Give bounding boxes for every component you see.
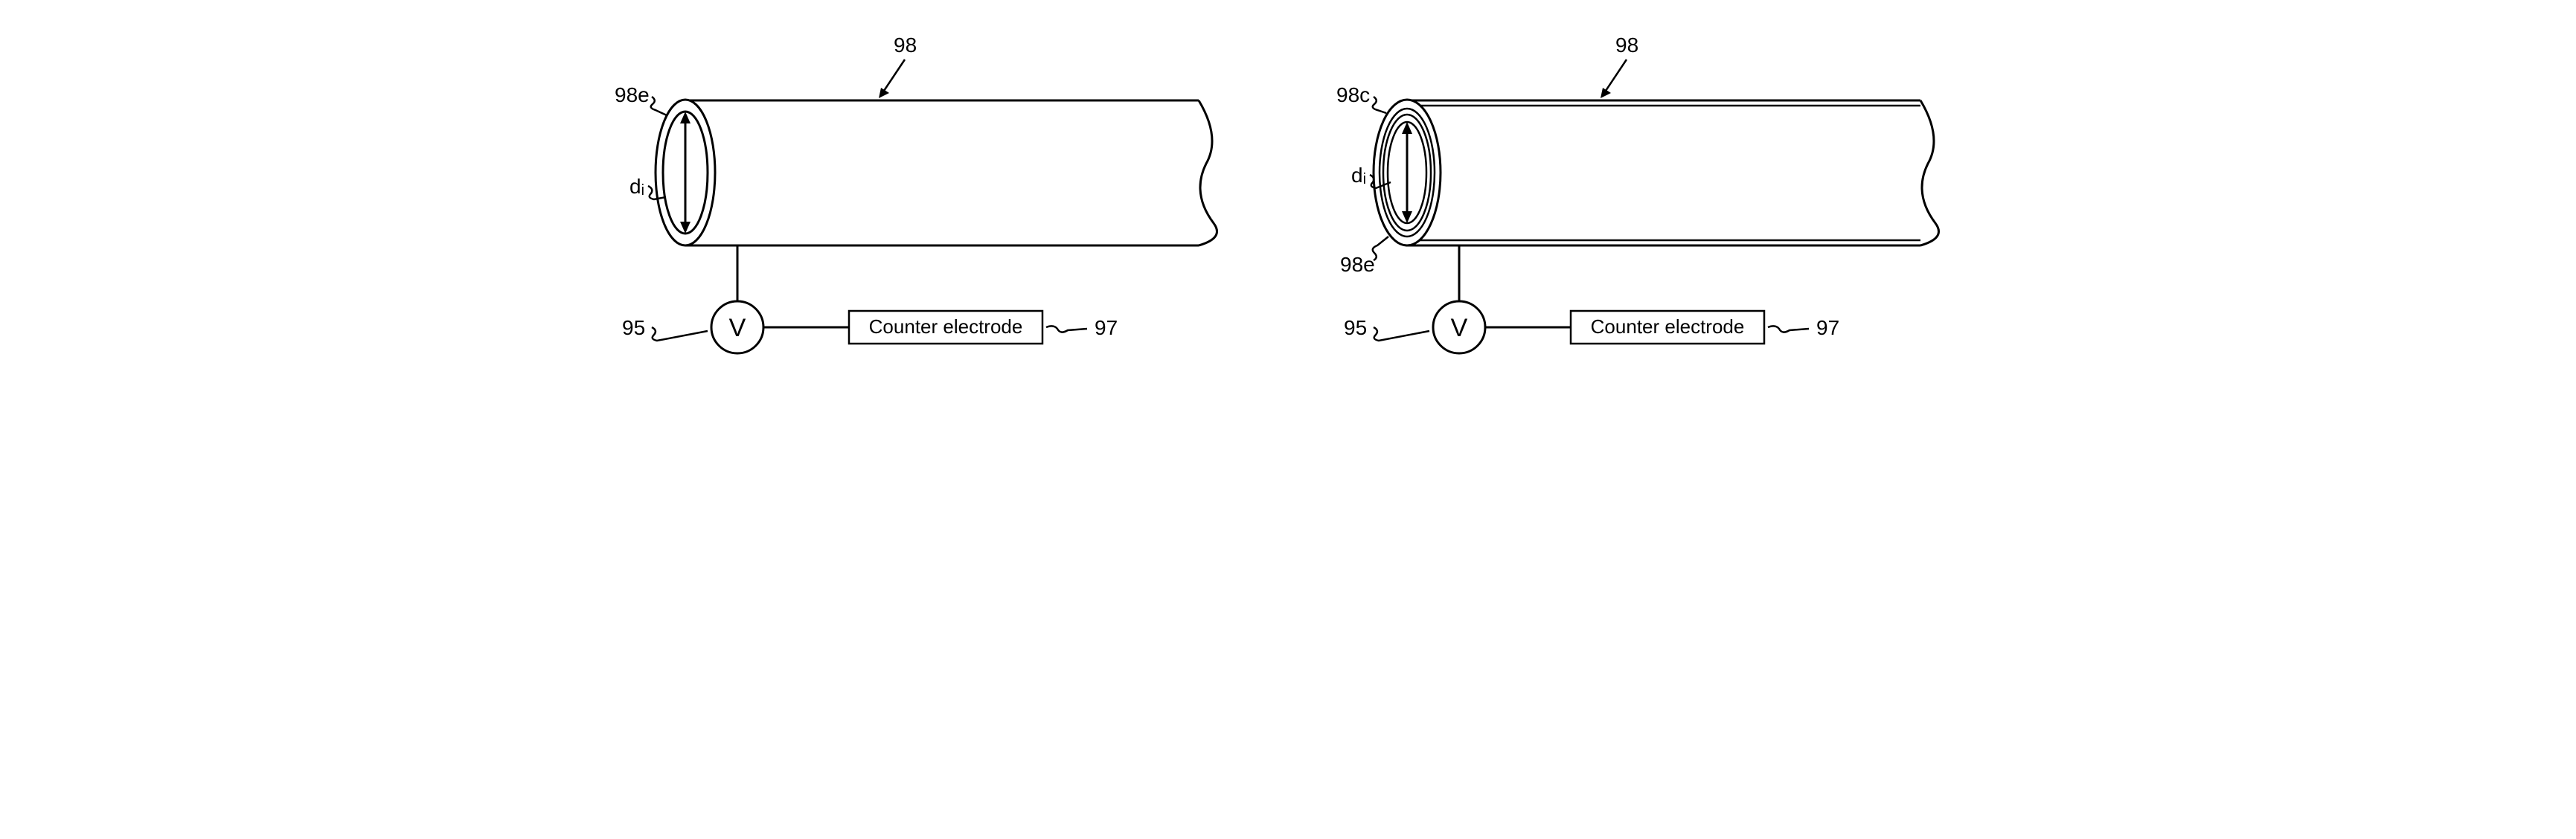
voltage-symbol: V (1451, 314, 1468, 342)
ref-95-label: 95 (622, 316, 645, 340)
left-svg: V Counter electrode (611, 30, 1243, 402)
ref-98-label: 98 (894, 33, 917, 57)
counter-electrode-label: Counter electrode (1591, 315, 1745, 338)
right-diagram: V Counter electrode 98 98c 98e dᵢ 95 97 (1333, 30, 1965, 402)
diagram-container: V Counter electrode 98 98e dᵢ 95 97 (30, 30, 2546, 402)
ref-95-label: 95 (1344, 316, 1367, 340)
voltage-symbol: V (729, 314, 746, 342)
ref-98-label: 98 (1615, 33, 1638, 57)
left-diagram: V Counter electrode 98 98e dᵢ 95 97 (611, 30, 1243, 402)
right-svg: V Counter electrode (1333, 30, 1965, 402)
ref-98e-label: 98e (615, 83, 650, 107)
di-label: dᵢ (1351, 164, 1366, 187)
di-label: dᵢ (629, 175, 644, 199)
ref-97-label: 97 (1095, 316, 1118, 340)
counter-electrode-label: Counter electrode (869, 315, 1023, 338)
ref-97-label: 97 (1816, 316, 1839, 340)
ref-98e-label: 98e (1340, 253, 1375, 277)
ref-98c-label: 98c (1336, 83, 1370, 107)
